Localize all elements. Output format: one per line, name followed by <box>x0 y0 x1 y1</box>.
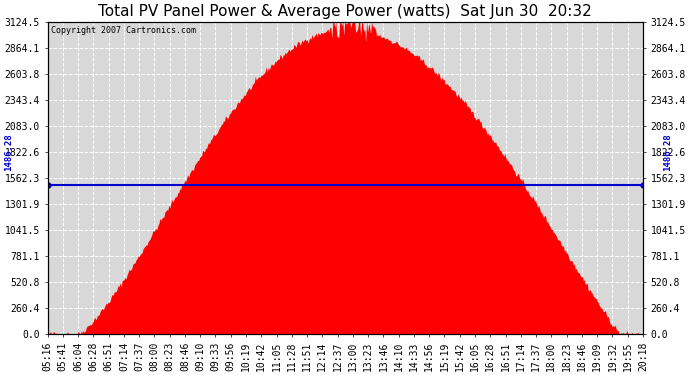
Title: Total PV Panel Power & Average Power (watts)  Sat Jun 30  20:32: Total PV Panel Power & Average Power (wa… <box>99 4 592 19</box>
Text: 1486.28: 1486.28 <box>664 134 673 171</box>
Text: Copyright 2007 Cartronics.com: Copyright 2007 Cartronics.com <box>50 26 195 35</box>
Text: 1486.28: 1486.28 <box>4 134 13 171</box>
